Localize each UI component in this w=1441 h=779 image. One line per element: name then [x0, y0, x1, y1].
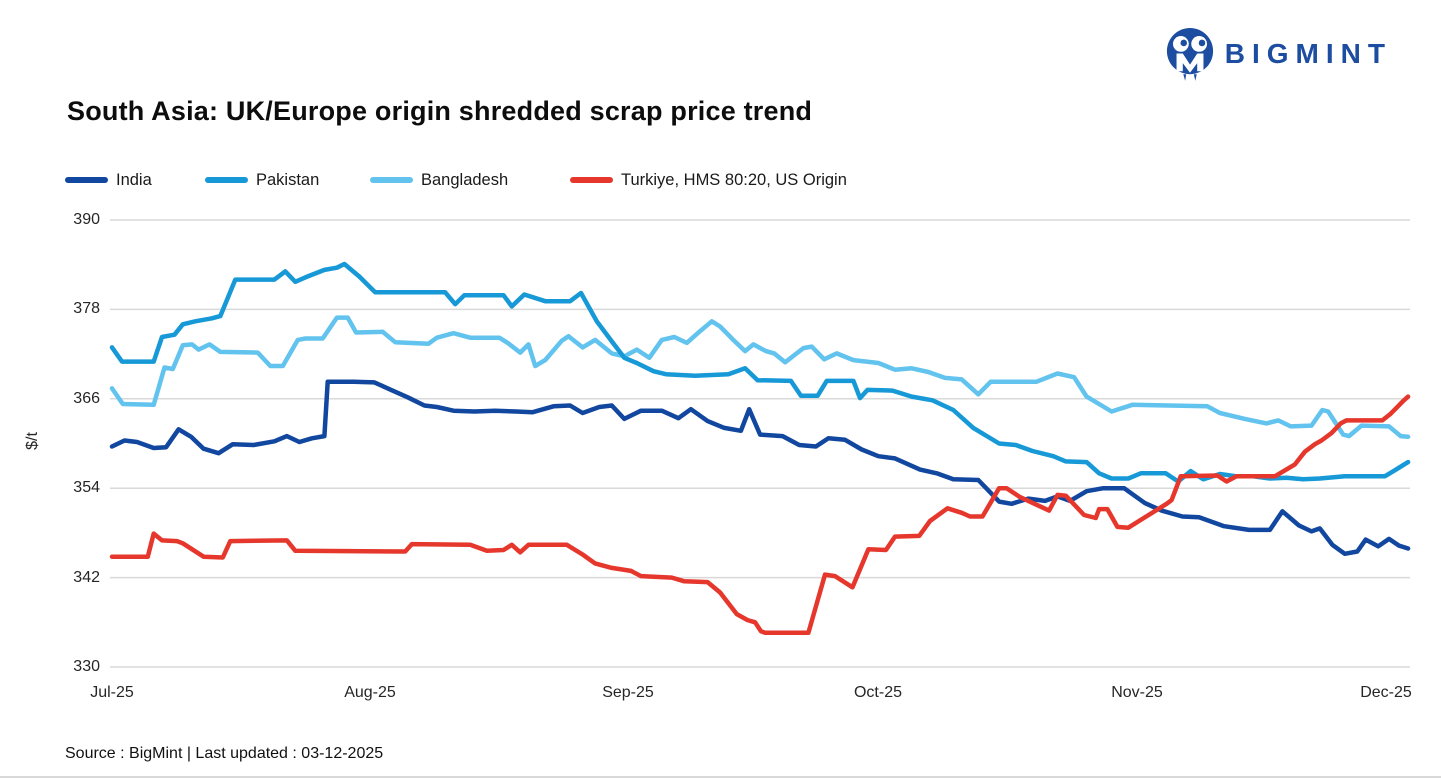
series-line-bangladesh	[109, 315, 1411, 440]
pakistan-line-swatch	[205, 177, 248, 183]
y-tick-354: 354	[73, 479, 100, 496]
y-tick-342: 342	[73, 569, 100, 586]
bangladesh-line-swatch	[370, 177, 413, 183]
source-attribution: Source : BigMint | Last updated : 03-12-…	[65, 745, 384, 762]
bigmint-logo: BIGMINT	[1165, 26, 1392, 82]
legend-item-turkiye: Turkiye, HMS 80:20, US Origin	[570, 169, 847, 191]
y-tick-366: 366	[73, 390, 100, 407]
legend-item-pakistan: Pakistan	[205, 169, 319, 191]
india-line-swatch	[65, 177, 108, 183]
x-tick-aug-25: Aug-25	[344, 684, 396, 701]
series-line-india	[109, 379, 1411, 557]
x-tick-oct-25: Oct-25	[853, 684, 902, 701]
x-tick-sep-25: Sep-25	[602, 684, 654, 701]
y-axis-title: $/t	[23, 432, 41, 450]
legend-label: India	[116, 170, 152, 189]
series-line-pakistan	[109, 261, 1411, 484]
y-tick-378: 378	[73, 300, 100, 317]
bottom-divider	[0, 776, 1441, 778]
y-tick-330: 330	[73, 658, 100, 675]
legend-label: Pakistan	[256, 170, 320, 189]
brand-name: BIGMINT	[1224, 38, 1392, 69]
legend-item-bangladesh: Bangladesh	[370, 169, 508, 191]
bigmint-logo-icon	[1166, 28, 1213, 81]
chart-legend: India Pakistan Bangladesh Turkiye, HMS 8…	[65, 169, 1165, 191]
legend-label: Turkiye, HMS 80:20, US Origin	[621, 170, 847, 189]
legend-item-india: India	[65, 169, 152, 191]
x-tick-jul-25: Jul-25	[90, 684, 134, 701]
page-title: South Asia: UK/Europe origin shredded sc…	[67, 96, 813, 126]
x-tick-nov-25: Nov-25	[1111, 684, 1163, 701]
x-tick-dec-25: Dec-25	[1360, 684, 1412, 701]
y-tick-390: 390	[73, 211, 100, 228]
series-line-turkiye-hms-80-20-us-origin	[109, 394, 1411, 635]
turkiye-line-swatch	[570, 177, 613, 183]
legend-label: Bangladesh	[421, 170, 509, 189]
